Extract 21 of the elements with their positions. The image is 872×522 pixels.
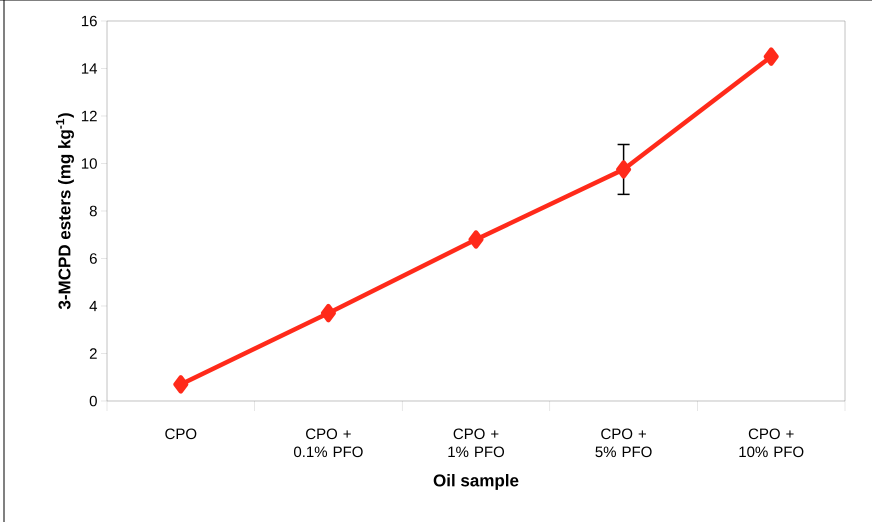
y-axis-title: 3-MCPD esters (mg kg$^{-1}$) [56, 113, 74, 310]
point [468, 230, 484, 249]
y-tick-label: 2 [90, 348, 97, 359]
y-tick-label: 10 [82, 158, 97, 169]
y-tick-label: 4 [89, 300, 98, 312]
point [764, 47, 779, 66]
x-tick-label: CPO + 10% PFO [739, 428, 804, 458]
x-tick-label: CPO + 5% PFO [595, 428, 652, 458]
x-axis-title: Oil sample [434, 474, 518, 490]
point [173, 375, 188, 394]
x-tick-label: CPO + 0.1% PFO [294, 428, 363, 458]
y-tick-label: 8 [90, 206, 97, 216]
y-tick-label: 16 [82, 16, 97, 26]
x-tick-label: CPO [165, 428, 196, 440]
x-tick-label: CPO + 1% PFO [448, 428, 504, 458]
y-tick-label: 6 [90, 253, 97, 264]
y-tick-label: 14 [82, 63, 98, 74]
y-tick-label: 12 [82, 110, 97, 122]
y-tick-label: 0 [90, 396, 97, 406]
point [616, 160, 632, 179]
point [320, 304, 336, 322]
